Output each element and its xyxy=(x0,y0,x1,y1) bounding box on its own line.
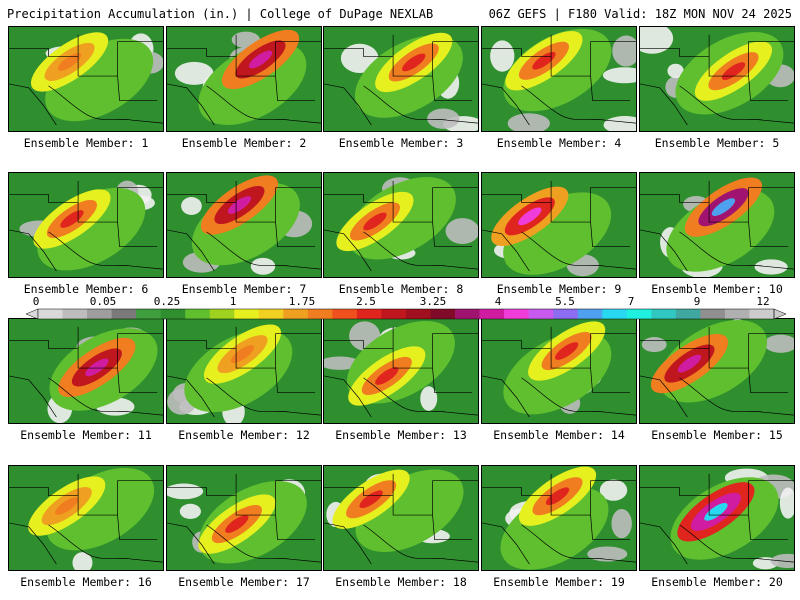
ensemble-member-map xyxy=(8,26,164,132)
ensemble-member-map xyxy=(639,172,795,278)
colorbar-tick-label: 3.25 xyxy=(419,295,447,308)
ensemble-member-map xyxy=(166,318,322,424)
precip-colorbar xyxy=(25,308,787,320)
ensemble-member-map xyxy=(323,172,479,278)
map-title: Precipitation Accumulation (in.) | Colle… xyxy=(7,7,434,21)
ensemble-member-label: Ensemble Member: 2 xyxy=(181,136,307,150)
ensemble-member-label: Ensemble Member: 1 xyxy=(23,136,149,150)
colorbar-tick-label: 5.5 xyxy=(555,295,575,308)
ensemble-member-label: Ensemble Member: 4 xyxy=(496,136,622,150)
colorbar-tick-label: 0.05 xyxy=(89,295,117,308)
ensemble-member-label: Ensemble Member: 14 xyxy=(493,428,625,442)
ensemble-member-label: Ensemble Member: 12 xyxy=(178,428,310,442)
colorbar-tick-label: 4 xyxy=(494,295,502,308)
ensemble-member-label: Ensemble Member: 13 xyxy=(335,428,467,442)
ensemble-member-map xyxy=(481,26,637,132)
ensemble-member-label: Ensemble Member: 11 xyxy=(20,428,152,442)
ensemble-member-label: Ensemble Member: 15 xyxy=(651,428,783,442)
ensemble-member-label: Ensemble Member: 7 xyxy=(181,282,307,296)
ensemble-member-map xyxy=(639,465,795,571)
ensemble-member-map xyxy=(166,465,322,571)
ensemble-member-map xyxy=(166,26,322,132)
colorbar-tick-label: 2.5 xyxy=(356,295,376,308)
ensemble-member-map xyxy=(481,318,637,424)
colorbar-tick-label: 1.75 xyxy=(288,295,316,308)
ensemble-member-label: Ensemble Member: 5 xyxy=(654,136,780,150)
ensemble-member-label: Ensemble Member: 9 xyxy=(496,282,622,296)
ensemble-member-map xyxy=(8,318,164,424)
ensemble-member-map xyxy=(8,172,164,278)
ensemble-member-label: Ensemble Member: 19 xyxy=(493,575,625,589)
ensemble-member-map xyxy=(639,318,795,424)
ensemble-member-map xyxy=(481,465,637,571)
colorbar-tick-label: 1 xyxy=(229,295,237,308)
ensemble-member-label: Ensemble Member: 16 xyxy=(20,575,152,589)
ensemble-member-map xyxy=(481,172,637,278)
ensemble-member-map xyxy=(166,172,322,278)
ensemble-member-map xyxy=(323,465,479,571)
model-run-info: 06Z GEFS | F180 Valid: 18Z MON NOV 24 20… xyxy=(488,7,792,21)
colorbar-tick-label: 7 xyxy=(627,295,635,308)
ensemble-member-label: Ensemble Member: 17 xyxy=(178,575,310,589)
ensemble-member-label: Ensemble Member: 20 xyxy=(651,575,783,589)
colorbar-tick-label: 9 xyxy=(693,295,701,308)
ensemble-member-label: Ensemble Member: 10 xyxy=(651,282,783,296)
ensemble-member-label: Ensemble Member: 8 xyxy=(338,282,464,296)
ensemble-member-map xyxy=(8,465,164,571)
ensemble-member-map xyxy=(323,318,479,424)
colorbar-tick-label: 12 xyxy=(756,295,770,308)
ensemble-member-map xyxy=(323,26,479,132)
colorbar-tick-label: 0 xyxy=(32,295,40,308)
colorbar-tick-label: 0.25 xyxy=(153,295,181,308)
ensemble-member-label: Ensemble Member: 6 xyxy=(23,282,149,296)
ensemble-member-label: Ensemble Member: 3 xyxy=(338,136,464,150)
ensemble-member-map xyxy=(639,26,795,132)
ensemble-member-label: Ensemble Member: 18 xyxy=(335,575,467,589)
